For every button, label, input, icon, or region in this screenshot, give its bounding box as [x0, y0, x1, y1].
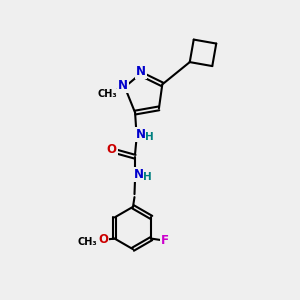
Text: O: O	[98, 233, 108, 246]
Text: N: N	[134, 168, 144, 181]
Text: H: H	[143, 172, 152, 182]
Text: N: N	[136, 128, 146, 141]
Text: CH₃: CH₃	[97, 89, 117, 99]
Text: N: N	[118, 79, 128, 92]
Text: H: H	[145, 132, 153, 142]
Text: F: F	[161, 234, 169, 247]
Text: O: O	[107, 143, 117, 156]
Text: CH₃: CH₃	[77, 236, 97, 247]
Text: N: N	[136, 65, 146, 78]
